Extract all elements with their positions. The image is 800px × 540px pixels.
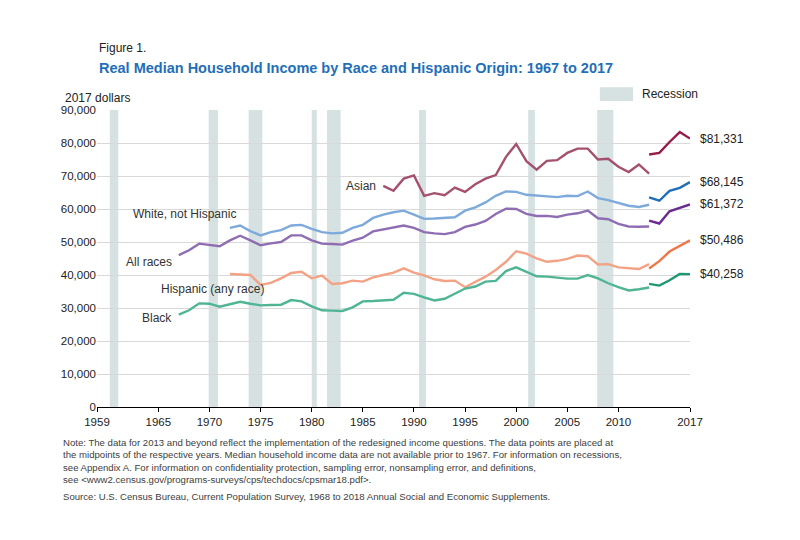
svg-text:60,000: 60,000 — [61, 203, 96, 215]
svg-text:40,000: 40,000 — [61, 269, 96, 281]
svg-text:1995: 1995 — [452, 416, 478, 428]
svg-text:80,000: 80,000 — [61, 137, 96, 149]
svg-text:White, not Hispanic: White, not Hispanic — [133, 207, 236, 221]
svg-text:1965: 1965 — [146, 416, 172, 428]
svg-text:1980: 1980 — [299, 416, 325, 428]
svg-text:Black: Black — [142, 311, 172, 325]
svg-text:2005: 2005 — [555, 416, 581, 428]
svg-text:Hispanic (any race): Hispanic (any race) — [161, 282, 264, 296]
svg-text:Figure 1.: Figure 1. — [99, 41, 146, 55]
svg-text:2017 dollars: 2017 dollars — [65, 91, 130, 105]
svg-text:2017: 2017 — [677, 416, 703, 428]
svg-text:$50,486: $50,486 — [700, 233, 744, 247]
svg-text:20,000: 20,000 — [61, 335, 96, 347]
svg-text:10,000: 10,000 — [61, 368, 96, 380]
svg-text:90,000: 90,000 — [61, 104, 96, 116]
svg-text:2000: 2000 — [503, 416, 529, 428]
svg-text:Asian: Asian — [346, 179, 376, 193]
svg-text:$68,145: $68,145 — [700, 175, 744, 189]
svg-text:1990: 1990 — [401, 416, 427, 428]
svg-text:0: 0 — [90, 401, 96, 413]
svg-text:1975: 1975 — [248, 416, 274, 428]
svg-text:50,000: 50,000 — [61, 236, 96, 248]
svg-text:70,000: 70,000 — [61, 170, 96, 182]
svg-text:All races: All races — [126, 255, 172, 269]
svg-text:2010: 2010 — [606, 416, 632, 428]
html-text:see <www2.census.gov/programs-: see <www2.census.gov/programs-surveys/cp… — [63, 474, 372, 486]
svg-text:$40,258: $40,258 — [700, 267, 744, 281]
svg-text:30,000: 30,000 — [61, 302, 96, 314]
svg-text:$61,372: $61,372 — [700, 197, 744, 211]
svg-text:1970: 1970 — [197, 416, 223, 428]
html-text:see Appendix A. For informatio: see Appendix A. For information on confi… — [63, 461, 536, 473]
svg-text:1985: 1985 — [350, 416, 376, 428]
html-text:the midpoints of the respectiv: the midpoints of the respective years. M… — [63, 449, 622, 461]
svg-text:1959: 1959 — [84, 416, 110, 428]
svg-text:Recession: Recession — [642, 87, 698, 101]
html-text:Note: The data for 2013 and be: Note: The data for 2013 and beyond refle… — [63, 437, 614, 448]
svg-text:Real Median Household Income b: Real Median Household Income by Race and… — [99, 60, 613, 76]
svg-text:$81,331: $81,331 — [700, 132, 744, 146]
html-text:Source: U.S. Census Bureau, Cu: Source: U.S. Census Bureau, Current Popu… — [63, 490, 551, 502]
